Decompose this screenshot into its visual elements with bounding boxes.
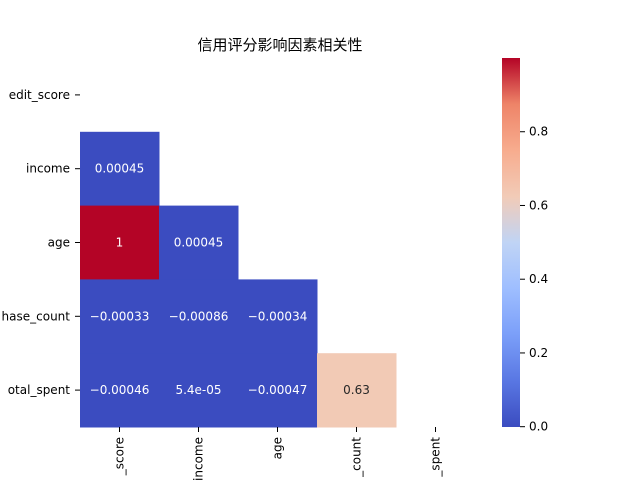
colorbar-tick-label: 0.8 [529, 125, 548, 139]
x-tick-label: age [271, 437, 285, 459]
cell-value-label: −0.00086 [169, 309, 229, 323]
heatmap-cell [238, 353, 318, 428]
heatmap-cell [80, 279, 160, 354]
y-tick-label: income [26, 162, 70, 176]
colorbar-tick-label: 0.0 [529, 420, 548, 434]
y-tick-label: edit_score [9, 88, 70, 102]
y-tick-label: age [48, 236, 70, 250]
heatmap-cell [80, 353, 160, 428]
heatmap-cell [159, 279, 239, 354]
heatmap-cells: 0.00045 1 0.00045 −0.00033 −0.00086 −0.00034 −… [80, 131, 397, 428]
x-tick-label: income [192, 437, 206, 480]
x-tick-label: _spent [429, 437, 443, 478]
heatmap-cell [238, 279, 318, 354]
heatmap-cell [80, 205, 160, 280]
cell-value-label: 0.63 [343, 383, 370, 397]
x-tick-label: _count [350, 437, 364, 478]
heatmap-cell [159, 205, 239, 280]
chart-title: 信用评分影响因素相关性 [197, 36, 362, 54]
x-tick-label: _score [113, 437, 127, 476]
cell-value-label: −0.00034 [248, 309, 308, 323]
cell-value-label: −0.00046 [90, 383, 150, 397]
x-axis: _score income age _count _spent [113, 427, 443, 480]
colorbar-tick-label: 0.6 [529, 198, 548, 212]
cell-value-label: 0.00045 [174, 236, 224, 250]
cell-value-label: 0.00045 [95, 162, 145, 176]
colorbar-tick-label: 0.4 [529, 272, 548, 286]
cell-value-label: 5.4e-05 [175, 383, 221, 397]
heatmap-cell [317, 353, 397, 428]
colorbar-gradient [502, 58, 520, 427]
colorbar-tick-label: 0.2 [529, 346, 548, 360]
y-tick-label: otal_spent [8, 383, 71, 397]
y-tick-label: hase_count [2, 309, 71, 323]
heatmap-cell [159, 353, 239, 428]
colorbar: 0.0 0.2 0.4 0.6 0.8 [502, 58, 548, 434]
heatmap-cell [80, 131, 160, 207]
cell-value-label: 1 [116, 236, 124, 250]
cell-value-label: −0.00047 [248, 383, 308, 397]
cell-value-label: −0.00033 [90, 309, 150, 323]
